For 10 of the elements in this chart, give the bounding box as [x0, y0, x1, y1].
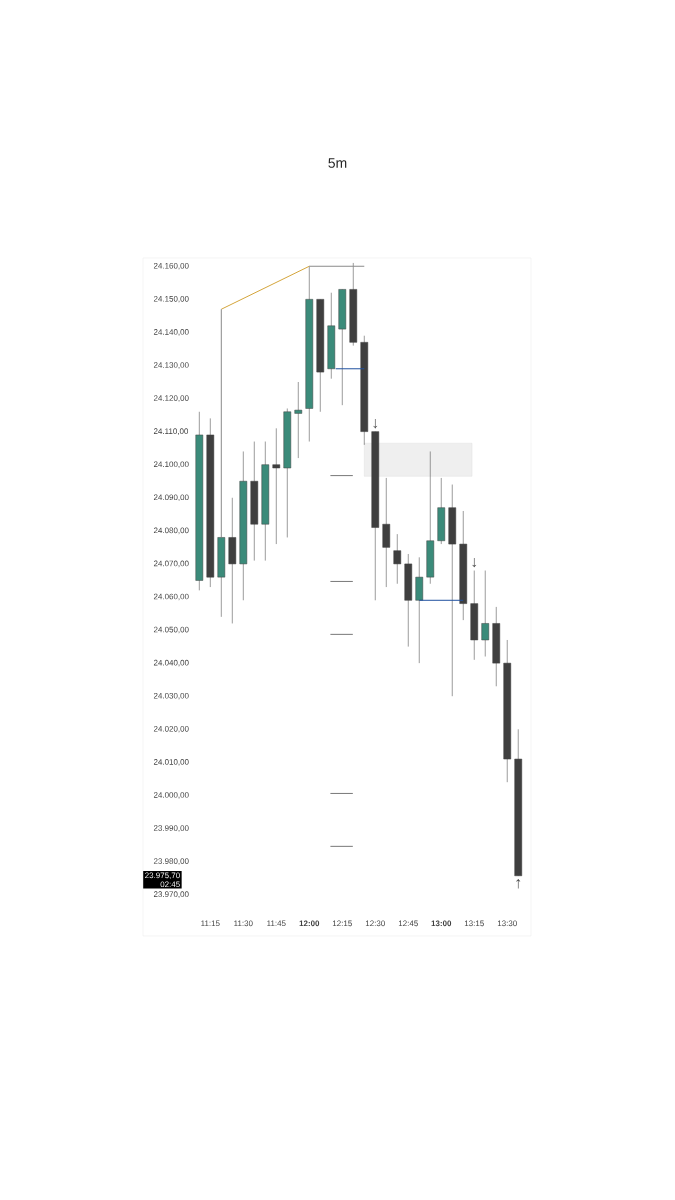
- candlestick: [382, 477, 391, 588]
- candlestick: [294, 381, 303, 459]
- candlestick: [481, 570, 490, 657]
- chart-subtitle: 5m: [328, 158, 347, 168]
- annotation: ↓: [472, 557, 477, 568]
- annotation: ↓: [373, 418, 378, 429]
- annotation: ↑: [516, 879, 521, 889]
- candlestick: [393, 533, 402, 585]
- candlestick: [415, 557, 424, 664]
- candlestick: [272, 428, 281, 545]
